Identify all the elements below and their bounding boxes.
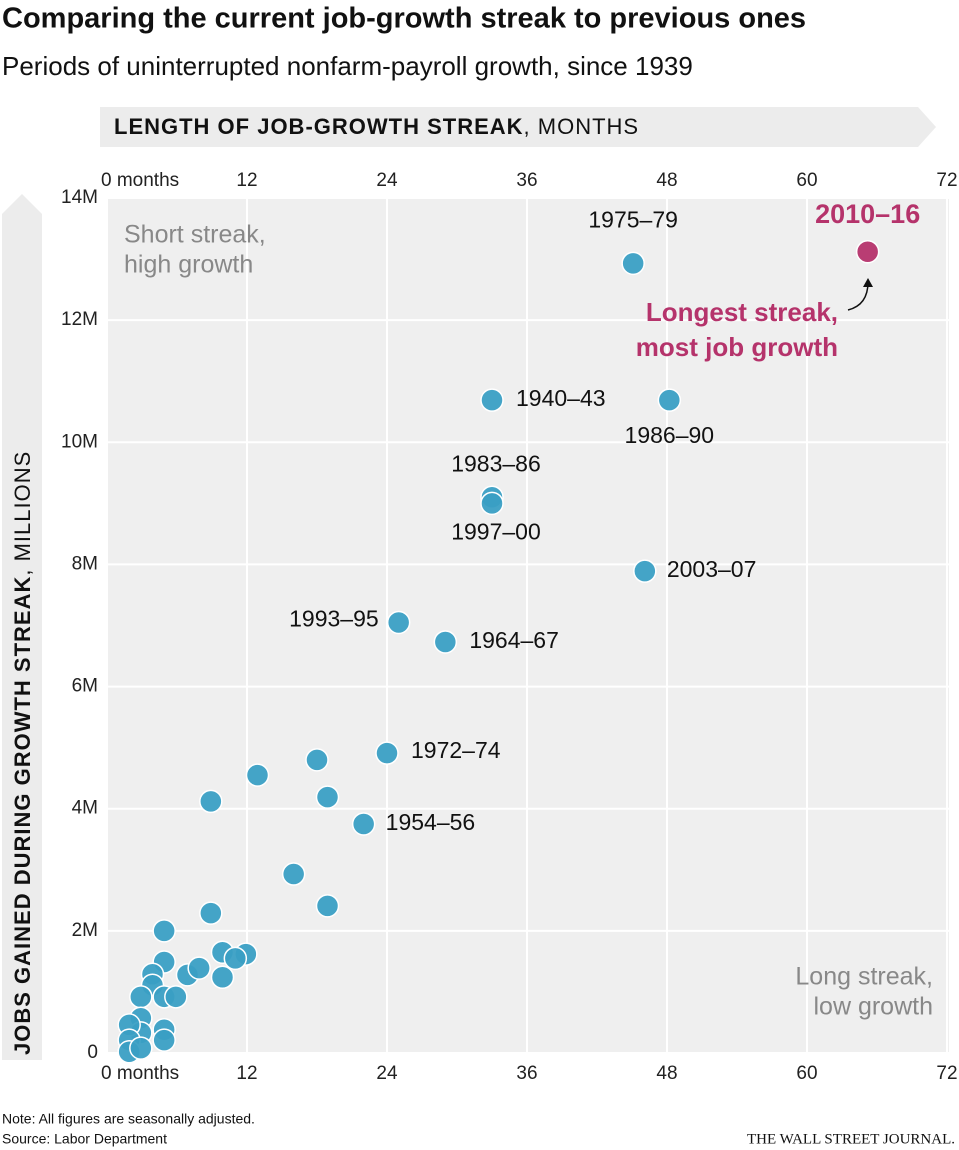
y-tick-label: 2M — [72, 920, 98, 941]
point — [855, 239, 880, 264]
point-label: 2003–07 — [667, 556, 757, 582]
point-label: 1964–67 — [469, 627, 559, 653]
x-axis-band — [100, 107, 936, 147]
y-tick-label: 4M — [72, 798, 98, 819]
point — [245, 763, 270, 787]
point — [375, 741, 399, 765]
chart-title: Comparing the current job-growth streak … — [2, 3, 806, 35]
annotation: most job growth — [636, 332, 838, 362]
x-tick-label: 12 — [236, 1063, 257, 1084]
annotation: high growth — [124, 251, 253, 279]
x-tick-label: 72 — [936, 1063, 957, 1084]
point — [152, 1028, 176, 1052]
y-tick-label: 14M — [61, 187, 98, 208]
point — [480, 388, 504, 412]
point-label: 1997–00 — [451, 518, 541, 544]
x-tick-label: 60 — [796, 170, 817, 191]
point — [657, 388, 682, 412]
y-axis-title: JOBS GAINED DURING GROWTH STREAK, MILLIO… — [10, 451, 35, 1055]
x-tick-label: 0 months — [101, 1063, 179, 1084]
point — [210, 965, 235, 990]
annotation: Long streak, — [795, 963, 933, 991]
x-axis-title-bold: LENGTH OF JOB-GROWTH STREAK — [114, 114, 524, 139]
y-axis-band — [2, 194, 42, 1060]
y-tick-label: 6M — [72, 676, 98, 697]
point — [129, 985, 153, 1009]
point-label: 1986–90 — [625, 422, 715, 448]
x-tick-label: 36 — [516, 1063, 537, 1084]
point — [152, 919, 176, 943]
point-label: 1983–86 — [451, 450, 541, 476]
chart-subtitle: Periods of uninterrupted nonfarm-payroll… — [2, 51, 693, 81]
point-label: 1954–56 — [386, 809, 476, 835]
point-label: 1975–79 — [588, 206, 678, 232]
x-tick-label: 72 — [936, 170, 957, 191]
point-label: 1940–43 — [516, 385, 606, 411]
point — [187, 956, 211, 980]
point — [164, 985, 188, 1009]
point — [315, 785, 340, 809]
point — [433, 630, 458, 654]
annotation: low growth — [814, 993, 934, 1021]
point — [223, 946, 248, 971]
y-axis-title-bold: JOBS GAINED DURING GROWTH STREAK — [10, 576, 35, 1055]
brand: THE WALL STREET JOURNAL. — [747, 1131, 955, 1147]
source: Source: Labor Department — [2, 1131, 167, 1147]
point — [315, 894, 340, 918]
annotation: Short streak, — [124, 221, 266, 249]
note: Note: All figures are seasonally adjuste… — [2, 1111, 255, 1127]
x-tick-label: 60 — [796, 1063, 817, 1084]
x-tick-label: 24 — [376, 1063, 398, 1084]
point — [129, 1036, 153, 1060]
y-tick-label: 0 — [87, 1042, 98, 1063]
y-tick-label: 12M — [61, 309, 98, 330]
x-tick-label: 24 — [376, 170, 398, 191]
x-axis-title-normal: , MONTHS — [524, 114, 640, 139]
point — [480, 491, 504, 516]
point — [621, 251, 645, 276]
point — [305, 748, 329, 772]
point — [199, 789, 223, 814]
y-axis-title-normal: , MILLIONS — [10, 451, 35, 576]
x-tick-label: 48 — [656, 1063, 677, 1084]
point — [386, 610, 411, 635]
y-tick-label: 10M — [61, 431, 98, 452]
x-tick-label: 12 — [236, 170, 257, 191]
x-axis-title: LENGTH OF JOB-GROWTH STREAK, MONTHS — [114, 114, 639, 139]
annotation-arrowhead — [863, 278, 873, 287]
point-label: 1993–95 — [289, 606, 379, 632]
point-label: 2010–16 — [815, 199, 920, 229]
x-tick-label: 48 — [656, 170, 677, 191]
point — [633, 559, 657, 583]
point — [199, 901, 223, 925]
point-label: 1972–74 — [411, 737, 501, 763]
x-tick-label: 0 months — [101, 170, 179, 191]
annotation: Longest streak, — [646, 297, 838, 327]
point — [351, 812, 376, 836]
point — [281, 862, 306, 886]
x-tick-label: 36 — [516, 170, 537, 191]
y-tick-label: 8M — [72, 553, 98, 574]
